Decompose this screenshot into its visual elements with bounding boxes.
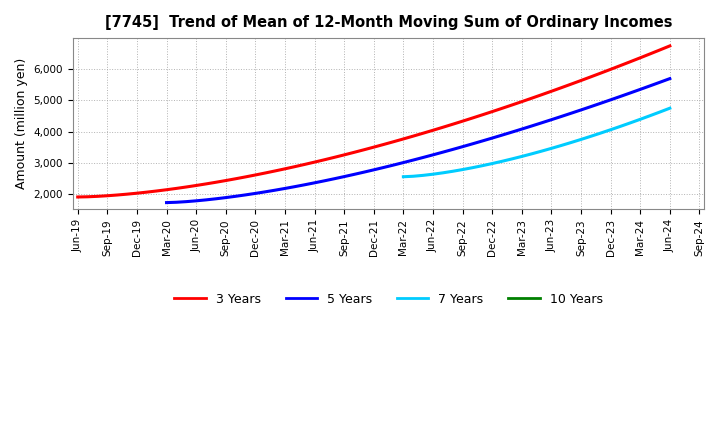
5 Years bbox=[340, 174, 348, 179]
7 Years bbox=[626, 120, 634, 125]
3 Years bbox=[192, 183, 200, 188]
7 Years bbox=[577, 137, 585, 142]
7 Years bbox=[656, 109, 665, 114]
7 Years bbox=[458, 167, 467, 172]
3 Years bbox=[390, 139, 398, 144]
7 Years bbox=[665, 106, 674, 111]
Legend: 3 Years, 5 Years, 7 Years, 10 Years: 3 Years, 5 Years, 7 Years, 10 Years bbox=[169, 288, 608, 311]
3 Years bbox=[428, 128, 437, 133]
7 Years bbox=[419, 173, 428, 178]
7 Years bbox=[468, 165, 477, 170]
Line: 5 Years: 5 Years bbox=[166, 79, 670, 202]
3 Years bbox=[665, 43, 674, 48]
Y-axis label: Amount (million yen): Amount (million yen) bbox=[15, 58, 28, 189]
7 Years bbox=[527, 151, 536, 157]
3 Years bbox=[212, 180, 220, 185]
Title: [7745]  Trend of Mean of 12-Month Moving Sum of Ordinary Incomes: [7745] Trend of Mean of 12-Month Moving … bbox=[105, 15, 672, 30]
7 Years bbox=[606, 127, 615, 132]
Line: 7 Years: 7 Years bbox=[403, 108, 670, 177]
7 Years bbox=[587, 134, 595, 139]
5 Years bbox=[399, 160, 408, 165]
7 Years bbox=[567, 140, 575, 145]
5 Years bbox=[488, 136, 497, 141]
7 Years bbox=[409, 174, 418, 179]
7 Years bbox=[616, 124, 625, 129]
5 Years bbox=[665, 76, 674, 81]
7 Years bbox=[518, 154, 526, 159]
7 Years bbox=[636, 117, 644, 122]
5 Years bbox=[626, 90, 634, 95]
7 Years bbox=[547, 146, 556, 151]
7 Years bbox=[488, 161, 497, 166]
3 Years bbox=[73, 194, 82, 200]
7 Years bbox=[557, 143, 566, 148]
7 Years bbox=[498, 159, 506, 164]
3 Years bbox=[281, 166, 289, 172]
5 Years bbox=[162, 200, 171, 205]
Line: 3 Years: 3 Years bbox=[78, 46, 670, 197]
7 Years bbox=[449, 169, 457, 174]
5 Years bbox=[202, 197, 210, 202]
5 Years bbox=[468, 141, 477, 147]
7 Years bbox=[399, 174, 408, 180]
7 Years bbox=[478, 163, 487, 169]
7 Years bbox=[438, 170, 447, 176]
7 Years bbox=[428, 172, 437, 177]
7 Years bbox=[646, 113, 654, 118]
7 Years bbox=[596, 130, 605, 136]
7 Years bbox=[508, 156, 516, 161]
7 Years bbox=[537, 149, 546, 154]
3 Years bbox=[587, 74, 595, 80]
